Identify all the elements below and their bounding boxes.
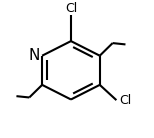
Text: Cl: Cl: [119, 94, 131, 107]
Text: N: N: [28, 48, 40, 63]
Text: Cl: Cl: [65, 2, 77, 15]
